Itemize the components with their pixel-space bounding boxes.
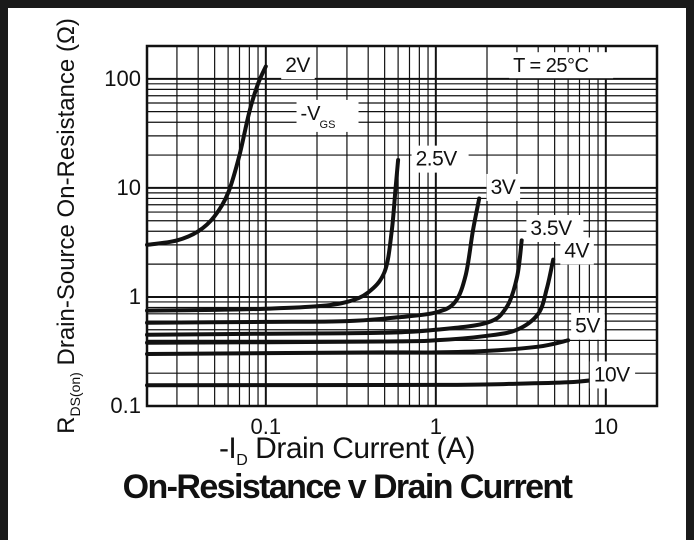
series-label-5V-bg [571, 312, 605, 340]
series-label-2-5V-bg [411, 145, 469, 173]
y-tick-label: 100 [104, 66, 141, 91]
curve-vgs-2-5V [145, 158, 401, 313]
vgs-label: -V [301, 103, 322, 125]
y-label-subscript: DS(on) [67, 372, 83, 416]
x-axis-label: -ID Drain Current (A) [218, 432, 476, 469]
y-label-prefix: R [53, 417, 80, 434]
series-label-10V: 10V [594, 363, 630, 386]
vgs-bg [296, 99, 359, 132]
series-label-3-5V-bg [526, 214, 584, 242]
series-label-2V: 2V [285, 54, 310, 77]
series-label-4V-bg [560, 237, 594, 265]
series-label-3-5V: 3.5V [530, 217, 572, 240]
y-axis-label: RDS(on) Drain-Source On-Resistance (Ω) [53, 18, 83, 434]
series-curves [145, 64, 600, 388]
y-tick-label: 1 [129, 284, 141, 309]
series-label-3V: 3V [491, 176, 516, 199]
series-label-5V: 5V [575, 315, 600, 338]
x-tick-label: 0.1 [251, 414, 282, 439]
curve-vgs-4V [145, 257, 556, 345]
tick-labels: 0.1 1 10 0.1 1 10 100 [104, 66, 618, 439]
curve-vgs-5V [145, 338, 571, 356]
series-label-2-5V: 2.5V [416, 148, 458, 171]
y-label-text: Drain-Source On-Resistance (Ω) [53, 18, 80, 372]
curve-vgs-10V [145, 377, 600, 388]
temperature-bg [509, 52, 614, 79]
curve-vgs-2V [145, 64, 268, 247]
chart-title: On-Resistance v Drain Current [122, 468, 573, 506]
x-tick-label: 10 [594, 414, 618, 439]
y-axis-title: RDS(on) Drain-Source On-Resistance (Ω) [53, 18, 83, 434]
x-tick-label: 1 [430, 414, 442, 439]
curve-vgs-3V [145, 196, 482, 325]
series-label-2V-bg [281, 52, 315, 80]
curve-vgs-3-5V [145, 238, 524, 337]
series-label-10V-bg [589, 361, 636, 389]
series-label-4V: 4V [564, 239, 589, 262]
plot-border [145, 44, 659, 408]
temperature-label: T = 25°C [513, 55, 588, 77]
series-label-3V-bg [486, 173, 521, 201]
y-tick-label: 10 [117, 175, 141, 200]
y-tick-label: 0.1 [110, 393, 141, 418]
vgs-subscript: GS [320, 119, 336, 131]
